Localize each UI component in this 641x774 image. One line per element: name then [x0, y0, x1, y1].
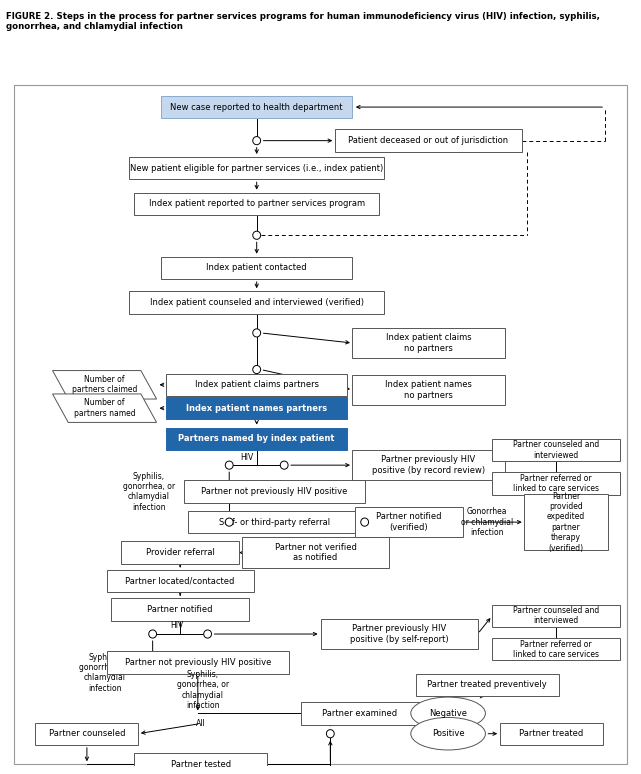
- Text: Partner counseled and
interviewed: Partner counseled and interviewed: [513, 606, 599, 625]
- FancyBboxPatch shape: [35, 722, 138, 745]
- Text: Self- or third-party referral: Self- or third-party referral: [219, 518, 330, 526]
- Text: Syphilis,
gonorrhea, or
chlamydial
infection: Syphilis, gonorrhea, or chlamydial infec…: [122, 471, 175, 512]
- Polygon shape: [53, 371, 156, 399]
- Text: Index patient contacted: Index patient contacted: [206, 263, 307, 272]
- FancyBboxPatch shape: [320, 618, 478, 649]
- Circle shape: [280, 461, 288, 469]
- Text: Partner
provided
expedited
partner
therapy
(verified): Partner provided expedited partner thera…: [547, 491, 585, 553]
- FancyBboxPatch shape: [134, 193, 379, 215]
- Circle shape: [253, 231, 261, 239]
- Text: New patient eligible for partner services (i.e., index patient): New patient eligible for partner service…: [130, 163, 383, 173]
- FancyBboxPatch shape: [492, 604, 620, 627]
- FancyBboxPatch shape: [492, 638, 620, 660]
- Text: Partner notified: Partner notified: [147, 605, 213, 614]
- FancyBboxPatch shape: [353, 450, 504, 481]
- FancyBboxPatch shape: [242, 537, 389, 568]
- Text: Partner referred or
linked to care services: Partner referred or linked to care servi…: [513, 474, 599, 493]
- FancyBboxPatch shape: [492, 439, 620, 461]
- Text: Index patient counseled and interviewed (verified): Index patient counseled and interviewed …: [150, 298, 363, 307]
- Ellipse shape: [411, 717, 485, 750]
- FancyBboxPatch shape: [112, 598, 249, 621]
- Text: Index patient reported to partner services program: Index patient reported to partner servic…: [149, 199, 365, 208]
- Text: Partner previously HIV
positive (by self-report): Partner previously HIV positive (by self…: [350, 625, 448, 644]
- FancyBboxPatch shape: [188, 511, 360, 533]
- Text: Partner not verified
as notified: Partner not verified as notified: [274, 543, 356, 563]
- Text: Positive: Positive: [432, 729, 465, 738]
- Text: Patient deceased or out of jurisdiction: Patient deceased or out of jurisdiction: [349, 136, 508, 146]
- FancyBboxPatch shape: [183, 481, 365, 503]
- FancyBboxPatch shape: [524, 494, 608, 550]
- Text: HIV: HIV: [240, 453, 253, 461]
- Text: Index patient names
no partners: Index patient names no partners: [385, 380, 472, 399]
- Text: Partner referred or
linked to care services: Partner referred or linked to care servi…: [513, 639, 599, 659]
- FancyBboxPatch shape: [301, 702, 419, 724]
- FancyBboxPatch shape: [166, 427, 347, 450]
- Circle shape: [361, 518, 369, 526]
- FancyBboxPatch shape: [335, 129, 522, 152]
- FancyBboxPatch shape: [161, 96, 353, 118]
- Text: Partner counseled and
interviewed: Partner counseled and interviewed: [513, 440, 599, 460]
- FancyBboxPatch shape: [129, 291, 385, 313]
- Circle shape: [149, 630, 156, 638]
- FancyBboxPatch shape: [499, 722, 603, 745]
- Text: Partner counseled: Partner counseled: [49, 729, 125, 738]
- Text: Partners named by index patient: Partners named by index patient: [178, 434, 335, 444]
- Text: Index patient claims
no partners: Index patient claims no partners: [386, 334, 471, 353]
- Text: All: All: [196, 719, 206, 728]
- FancyBboxPatch shape: [353, 328, 504, 358]
- Text: Partner treated: Partner treated: [519, 729, 583, 738]
- Circle shape: [204, 630, 212, 638]
- Circle shape: [253, 365, 261, 374]
- Text: Partner treated preventively: Partner treated preventively: [428, 680, 547, 690]
- Text: Partner examined: Partner examined: [322, 709, 397, 717]
- Text: Gonorrhea
or chlamydial
infection: Gonorrhea or chlamydial infection: [462, 507, 513, 537]
- Text: Partner tested: Partner tested: [171, 760, 231, 769]
- Circle shape: [326, 730, 334, 738]
- Circle shape: [225, 518, 233, 526]
- Text: HIV: HIV: [171, 622, 184, 630]
- Text: FIGURE 2. Steps in the process for partner services programs for human immunodef: FIGURE 2. Steps in the process for partn…: [6, 12, 601, 31]
- Text: Provider referral: Provider referral: [146, 548, 215, 557]
- Polygon shape: [53, 394, 156, 423]
- Text: Syphilis,
gonorrhea, or
chlamydial
infection: Syphilis, gonorrhea, or chlamydial infec…: [78, 652, 131, 693]
- Text: Number of
partners claimed: Number of partners claimed: [72, 375, 137, 395]
- FancyBboxPatch shape: [121, 542, 239, 563]
- FancyBboxPatch shape: [416, 673, 558, 696]
- Text: Partner located/contacted: Partner located/contacted: [126, 577, 235, 586]
- FancyBboxPatch shape: [129, 157, 385, 180]
- Text: Number of
partners named: Number of partners named: [74, 399, 135, 418]
- FancyBboxPatch shape: [355, 507, 463, 537]
- Text: Partner previously HIV
positive (by record review): Partner previously HIV positive (by reco…: [372, 455, 485, 475]
- Text: Index patient claims partners: Index patient claims partners: [195, 380, 319, 389]
- Circle shape: [253, 136, 261, 145]
- FancyBboxPatch shape: [106, 570, 254, 592]
- Text: Index patient names partners: Index patient names partners: [186, 404, 328, 413]
- Ellipse shape: [411, 697, 485, 730]
- FancyBboxPatch shape: [135, 753, 267, 774]
- FancyBboxPatch shape: [166, 397, 347, 420]
- FancyBboxPatch shape: [161, 257, 353, 279]
- FancyBboxPatch shape: [353, 375, 504, 405]
- Text: New case reported to health department: New case reported to health department: [171, 103, 343, 111]
- FancyBboxPatch shape: [166, 374, 347, 396]
- Circle shape: [253, 329, 261, 337]
- Text: Partner not previously HIV positive: Partner not previously HIV positive: [201, 487, 347, 496]
- FancyBboxPatch shape: [492, 472, 620, 495]
- Text: Negative: Negative: [429, 709, 467, 717]
- Circle shape: [225, 461, 233, 469]
- FancyBboxPatch shape: [107, 651, 288, 673]
- Text: Syphilis,
gonorrhea, or
chlamydial
infection: Syphilis, gonorrhea, or chlamydial infec…: [177, 670, 229, 710]
- Text: Partner not previously HIV positive: Partner not previously HIV positive: [124, 658, 271, 667]
- Text: Partner notified
(verified): Partner notified (verified): [376, 512, 442, 532]
